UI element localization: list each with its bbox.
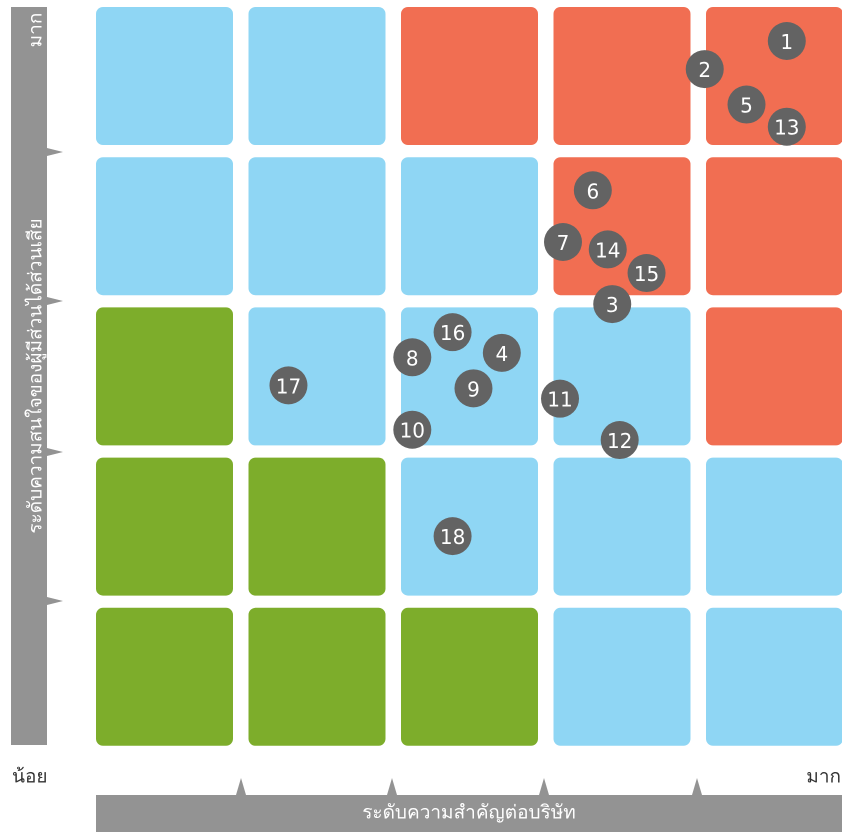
marker-circle xyxy=(767,107,806,146)
y-axis-tick-1 xyxy=(47,148,63,156)
marker-circle xyxy=(573,171,612,210)
marker-13: 13 xyxy=(767,107,806,146)
marker-circle xyxy=(433,517,472,556)
marker-circle xyxy=(600,421,639,460)
marker-14: 14 xyxy=(588,230,627,269)
marker-label: 2 xyxy=(698,58,711,82)
marker-11: 11 xyxy=(541,379,580,418)
x-axis-tick-1 xyxy=(236,778,246,795)
marker-10: 10 xyxy=(393,410,432,449)
matrix-cell-r5-c1 xyxy=(96,607,233,746)
marker-1: 1 xyxy=(767,21,806,60)
marker-circle xyxy=(393,338,432,377)
marker-label: 4 xyxy=(495,342,508,366)
matrix-cell-r4-c4 xyxy=(553,457,691,596)
marker-circle xyxy=(588,230,627,269)
marker-label: 5 xyxy=(740,94,753,118)
marker-label: 14 xyxy=(595,238,620,262)
marker-circle xyxy=(454,369,493,408)
y-axis-high-label: มาก xyxy=(25,13,47,48)
matrix-cell-r1-c3 xyxy=(401,7,538,145)
marker-label: 18 xyxy=(440,525,465,549)
matrix-cell-r5-c2 xyxy=(248,607,386,746)
x-axis-ticks xyxy=(236,778,702,795)
matrix-cell-r2-c4 xyxy=(553,157,691,296)
marker-15: 15 xyxy=(627,254,666,293)
matrix-cell-r2-c3 xyxy=(401,157,538,296)
marker-circle xyxy=(541,379,580,418)
marker-12: 12 xyxy=(600,421,639,460)
matrix-cell-r1-c4 xyxy=(553,7,691,145)
marker-circle xyxy=(269,366,308,405)
marker-label: 13 xyxy=(774,116,799,140)
x-axis-bar xyxy=(96,795,842,832)
marker-label: 16 xyxy=(440,321,465,345)
matrix-cell-r2-c5 xyxy=(706,157,842,296)
marker-18: 18 xyxy=(433,517,472,556)
matrix-cell-r5-c5 xyxy=(706,607,842,746)
x-axis-tick-2 xyxy=(387,778,397,795)
marker-circle xyxy=(543,223,582,262)
matrix-cell-r1-c2 xyxy=(248,7,386,145)
marker-6: 6 xyxy=(573,171,612,210)
marker-circle xyxy=(685,50,724,89)
marker-label: 11 xyxy=(547,388,572,412)
marker-label: 9 xyxy=(467,377,480,401)
y-axis-ticks xyxy=(47,148,63,605)
marker-3: 3 xyxy=(593,285,632,324)
marker-4: 4 xyxy=(482,333,521,372)
matrix-cell-r4-c5 xyxy=(706,457,842,596)
x-axis-low-label: น้อย xyxy=(12,766,48,788)
marker-circle xyxy=(593,285,632,324)
y-axis-tick-4 xyxy=(47,597,63,605)
x-axis-tick-3 xyxy=(539,778,549,795)
marker-label: 1 xyxy=(780,30,793,54)
matrix-cell-r4-c1 xyxy=(96,457,233,596)
matrix-cell-r4-c2 xyxy=(248,457,386,596)
marker-label: 7 xyxy=(557,231,570,255)
x-axis-high-label: มาก xyxy=(806,766,841,788)
marker-label: 15 xyxy=(634,262,659,286)
marker-circle xyxy=(433,313,472,352)
matrix-cell-r3-c2 xyxy=(248,307,386,446)
marker-9: 9 xyxy=(454,369,493,408)
marker-label: 6 xyxy=(586,179,599,203)
marker-2: 2 xyxy=(685,50,724,89)
marker-label: 10 xyxy=(400,419,425,443)
marker-label: 12 xyxy=(607,429,632,453)
matrix-cell-r4-c3 xyxy=(401,457,538,596)
marker-label: 3 xyxy=(606,293,619,317)
matrix-cell-r5-c4 xyxy=(553,607,691,746)
y-axis-tick-2 xyxy=(47,297,63,305)
matrix-cell-r2-c2 xyxy=(248,157,386,296)
marker-16: 16 xyxy=(433,313,472,352)
matrix-cell-r1-c1 xyxy=(96,7,233,145)
marker-circle xyxy=(767,21,806,60)
x-axis-tick-4 xyxy=(692,778,702,795)
y-axis-bar xyxy=(11,7,47,745)
matrix-cell-r3-c5 xyxy=(706,307,842,446)
marker-circle xyxy=(393,410,432,449)
marker-17: 17 xyxy=(269,366,308,405)
x-axis-label: ระดับความสำคัญต่อบริษัท xyxy=(362,802,576,824)
matrix-cell-r2-c1 xyxy=(96,157,233,296)
matrix-cell-r5-c3 xyxy=(401,607,538,746)
matrix-cell-r3-c1 xyxy=(96,307,233,446)
y-axis-tick-3 xyxy=(47,448,63,456)
marker-7: 7 xyxy=(543,223,582,262)
marker-circle xyxy=(727,85,766,124)
matrix-cell-r3-c4 xyxy=(553,307,691,446)
y-axis-label: ระดับความสนใจของผู้มีส่วนได้ส่วนเสีย xyxy=(25,218,47,533)
marker-circle xyxy=(482,333,521,372)
marker-circle xyxy=(627,254,666,293)
marker-label: 17 xyxy=(276,374,301,398)
marker-label: 8 xyxy=(406,346,419,370)
marker-8: 8 xyxy=(393,338,432,377)
marker-5: 5 xyxy=(727,85,766,124)
